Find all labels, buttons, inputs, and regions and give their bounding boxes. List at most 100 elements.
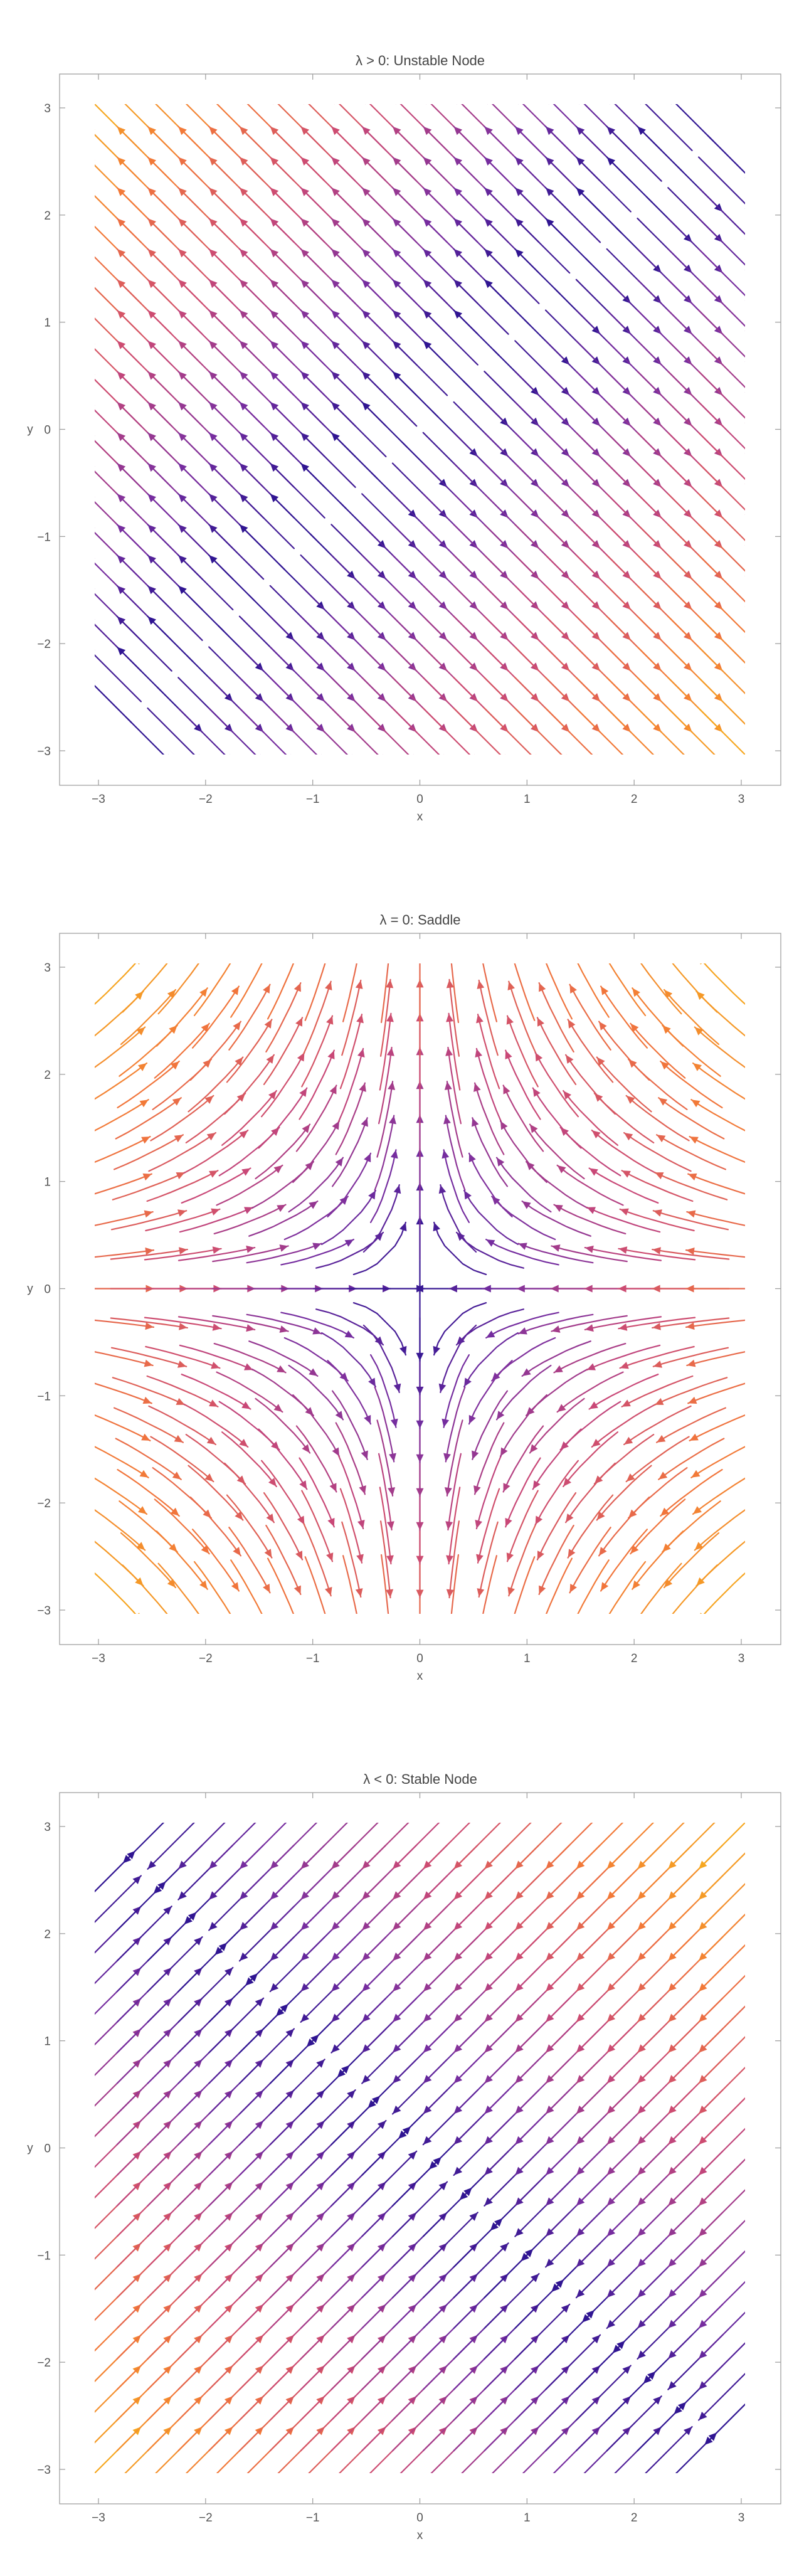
stream-arrowhead — [744, 606, 745, 607]
stream-arrowhead — [388, 1487, 396, 1496]
stream-arrowhead — [399, 1345, 407, 1355]
x-tick-label: 3 — [738, 2511, 745, 2525]
stream-arrowhead — [637, 2044, 646, 2053]
streamline — [177, 1316, 256, 1330]
streamline — [280, 1312, 354, 1338]
y-tick-label: −3 — [37, 2464, 51, 2477]
streamline — [698, 2066, 745, 2115]
stream-arrowhead — [576, 157, 585, 166]
stream-arrowhead — [393, 2044, 401, 2053]
stream-arrowhead — [87, 555, 95, 563]
stream-arrowhead — [362, 1922, 371, 1931]
x-axis-label: x — [417, 1670, 423, 1683]
streamline — [485, 1239, 559, 1266]
streamline — [115, 1097, 182, 1140]
stream-arrowhead — [297, 1515, 305, 1525]
streamline — [147, 615, 194, 662]
stream-arrowhead — [331, 310, 340, 319]
x-tick-label: −1 — [306, 2511, 320, 2525]
streamline — [292, 1394, 341, 1457]
chart-title: λ < 0: Stable Node — [363, 1771, 477, 1787]
streamline — [703, 963, 745, 1005]
stream-arrowhead — [147, 432, 156, 442]
x-axis-label: x — [417, 2529, 423, 2542]
stream-arrowhead — [447, 1623, 454, 1632]
streamline — [177, 554, 234, 611]
stream-arrowhead — [209, 1922, 218, 1931]
stream-arrowhead — [606, 2228, 616, 2237]
y-tick-label: −1 — [37, 531, 51, 544]
stream-arrowhead — [484, 157, 493, 166]
stream-arrowhead — [194, 1937, 203, 1946]
stream-arrowhead — [478, 946, 485, 955]
streamline — [337, 1047, 364, 1123]
streamline — [586, 1206, 661, 1233]
streamline — [193, 1561, 231, 1614]
stream-arrowhead — [87, 586, 95, 594]
streamline — [658, 1438, 725, 1480]
stream-arrowhead — [362, 1952, 371, 1961]
stream-arrowhead — [364, 1153, 371, 1163]
stream-arrowhead — [388, 1081, 396, 1090]
stream-arrowhead — [509, 947, 516, 956]
streamline — [125, 716, 165, 755]
stream-arrowhead — [362, 1891, 371, 1900]
streamline — [645, 2426, 693, 2473]
stream-arrowhead — [591, 2335, 600, 2344]
stream-arrowhead — [621, 1170, 631, 1178]
streamline — [115, 1438, 182, 1480]
stream-arrowhead — [484, 2075, 493, 2084]
stream-arrowhead — [300, 463, 309, 472]
stream-arrowhead — [139, 1100, 149, 1108]
stream-arrowhead — [492, 1372, 500, 1381]
streamline — [341, 1521, 362, 1598]
streamline — [112, 1172, 186, 1201]
stream-arrowhead — [300, 1922, 309, 1931]
streamline — [625, 1095, 690, 1142]
streamline — [440, 1324, 477, 1393]
stream-arrowhead — [260, 754, 261, 755]
stream-arrowhead — [515, 2013, 524, 2022]
stream-arrowhead — [264, 1549, 272, 1558]
streamline — [619, 1345, 695, 1369]
stream-arrowhead — [515, 2044, 524, 2053]
stream-arrowhead — [453, 1983, 463, 1992]
stream-arrowhead — [518, 1243, 527, 1250]
streamline — [596, 1056, 652, 1113]
streamline — [177, 708, 226, 755]
stream-arrowhead — [630, 1023, 639, 1032]
stream-arrowhead — [87, 188, 95, 196]
stream-arrowhead — [744, 545, 745, 546]
stream-arrowhead — [233, 1021, 241, 1031]
stream-arrowhead — [637, 2259, 646, 2267]
stream-arrowhead — [393, 371, 401, 380]
stream-arrowhead — [744, 453, 745, 454]
streamline — [698, 1974, 745, 2023]
stream-arrowhead — [240, 188, 248, 196]
stream-arrowhead — [359, 1083, 366, 1092]
stream-arrowhead — [484, 218, 493, 227]
stream-arrowhead — [206, 1133, 216, 1141]
stream-arrowhead — [344, 1330, 354, 1338]
stream-arrowhead — [699, 2136, 707, 2145]
streamline — [662, 1500, 721, 1553]
streamline — [177, 1966, 234, 2023]
stream-arrowhead — [117, 585, 126, 595]
stream-arrowhead — [178, 1891, 187, 1900]
streamline — [95, 684, 133, 724]
stream-arrowhead — [142, 1173, 152, 1181]
streamline — [330, 2119, 387, 2176]
stream-arrowhead — [546, 1891, 554, 1900]
y-axis-label: y — [27, 423, 33, 437]
stream-arrowhead — [147, 371, 156, 380]
stream-arrowhead — [142, 1396, 152, 1404]
streamline — [505, 1049, 541, 1120]
stream-arrowhead — [209, 126, 218, 135]
stream-arrowhead — [529, 1124, 538, 1133]
stream-arrowhead — [560, 1127, 569, 1136]
stream-arrowhead — [699, 2197, 707, 2206]
stream-arrowhead — [653, 1360, 662, 1368]
streamline — [230, 1559, 263, 1614]
streamline — [157, 963, 199, 1015]
stream-arrowhead — [172, 1098, 181, 1106]
